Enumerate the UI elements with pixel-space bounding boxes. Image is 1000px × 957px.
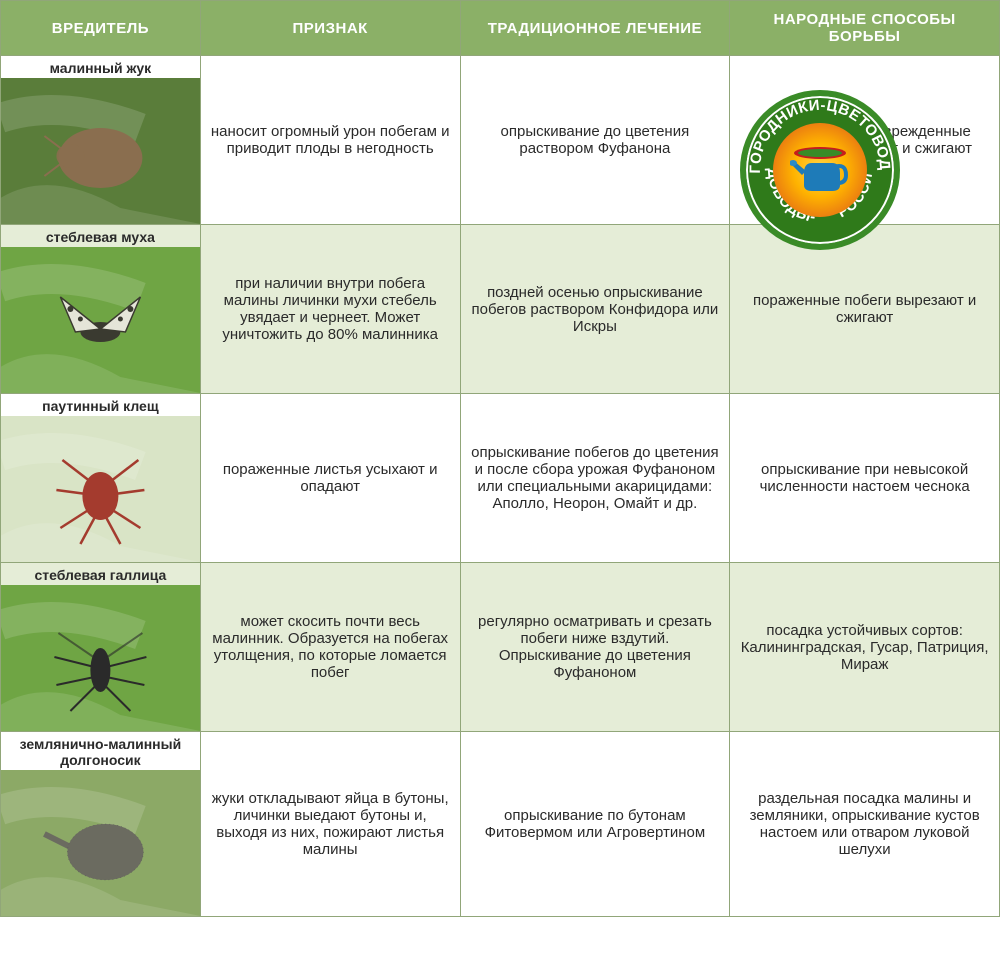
pest-cell: паутинный клещ [1, 394, 201, 563]
header-row: ВРЕДИТЕЛЬ ПРИЗНАК ТРАДИЦИОННОЕ ЛЕЧЕНИЕ Н… [1, 1, 1000, 56]
pest-name: стеблевая галлица [1, 563, 200, 585]
table-wrapper: ВРЕДИТЕЛЬ ПРИЗНАК ТРАДИЦИОННОЕ ЛЕЧЕНИЕ Н… [0, 0, 1000, 917]
sign-cell: пораженные листья усыхают и опадают [200, 394, 460, 563]
pest-image [1, 585, 200, 731]
pest-image [1, 770, 200, 916]
treatment-cell: опрыскивание по бутонам Фитовермом или А… [460, 732, 730, 917]
col-header-pest: ВРЕДИТЕЛЬ [1, 1, 201, 56]
treatment-cell: регулярно осматривать и срезать побеги н… [460, 563, 730, 732]
table-row: стеблевая мухапри наличии внутри побега … [1, 225, 1000, 394]
pest-image [1, 78, 200, 224]
sign-cell: жуки откладывают яйца в бутоны, личинки … [200, 732, 460, 917]
folk-cell: опрыскивание при невысокой численности н… [730, 394, 1000, 563]
col-header-folk: НАРОДНЫЕ СПОСОБЫ БОРЬБЫ [730, 1, 1000, 56]
pest-name: стеблевая муха [1, 225, 200, 247]
pest-cell: стеблевая муха [1, 225, 201, 394]
treatment-cell: поздней осенью опрыскивание побегов раст… [460, 225, 730, 394]
pest-cell: малинный жук [1, 56, 201, 225]
folk-cell: посадка устойчивых сортов: Калининградск… [730, 563, 1000, 732]
pest-image [1, 416, 200, 562]
sign-cell: при наличии внутри побега малины личинки… [200, 225, 460, 394]
badge-center-image [773, 123, 867, 217]
pest-cell: землянично-малинный долгоносик [1, 732, 201, 917]
pest-image [1, 247, 200, 393]
pest-name: землянично-малинный долгоносик [1, 732, 200, 770]
pest-name: малинный жук [1, 56, 200, 78]
sign-cell: может скосить почти весь малинник. Образ… [200, 563, 460, 732]
table-row: паутинный клещпораженные листья усыхают … [1, 394, 1000, 563]
sign-cell: наносит огромный урон побегам и приводит… [200, 56, 460, 225]
col-header-sign: ПРИЗНАК [200, 1, 460, 56]
watering-can-icon [790, 145, 850, 195]
folk-cell: пораженные побеги вырезают и сжигают [730, 225, 1000, 394]
pest-name: паутинный клещ [1, 394, 200, 416]
folk-cell: раздельная посадка малины и земляники, о… [730, 732, 1000, 917]
treatment-cell: опрыскивание до цветения раствором Фуфан… [460, 56, 730, 225]
watermark-badge: ОГОРОДНИКИ-ЦВЕТОВОДЫ САДОВОДЫ- РОССИИ [740, 90, 900, 250]
col-header-treatment: ТРАДИЦИОННОЕ ЛЕЧЕНИЕ [460, 1, 730, 56]
pest-cell: стеблевая галлица [1, 563, 201, 732]
treatment-cell: опрыскивание побегов до цветения и после… [460, 394, 730, 563]
table-row: землянично-малинный долгоносикжуки откла… [1, 732, 1000, 917]
table-row: стеблевая галлицаможет скосить почти вес… [1, 563, 1000, 732]
